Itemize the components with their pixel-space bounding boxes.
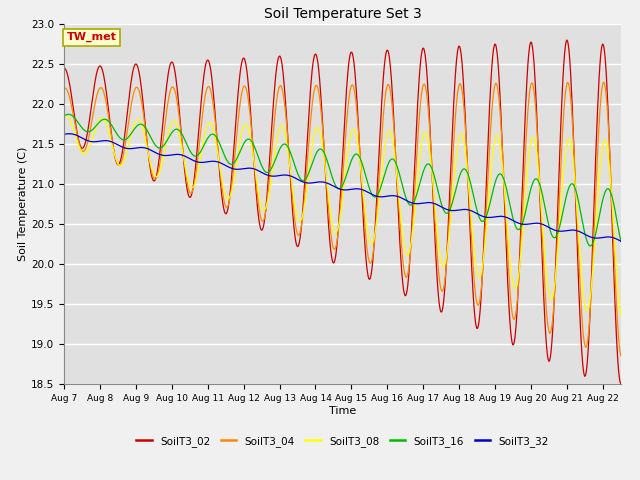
X-axis label: Time: Time <box>329 406 356 416</box>
Y-axis label: Soil Temperature (C): Soil Temperature (C) <box>19 147 28 261</box>
Legend: SoilT3_02, SoilT3_04, SoilT3_08, SoilT3_16, SoilT3_32: SoilT3_02, SoilT3_04, SoilT3_08, SoilT3_… <box>132 432 553 451</box>
Text: TW_met: TW_met <box>67 32 116 42</box>
Title: Soil Temperature Set 3: Soil Temperature Set 3 <box>264 8 421 22</box>
